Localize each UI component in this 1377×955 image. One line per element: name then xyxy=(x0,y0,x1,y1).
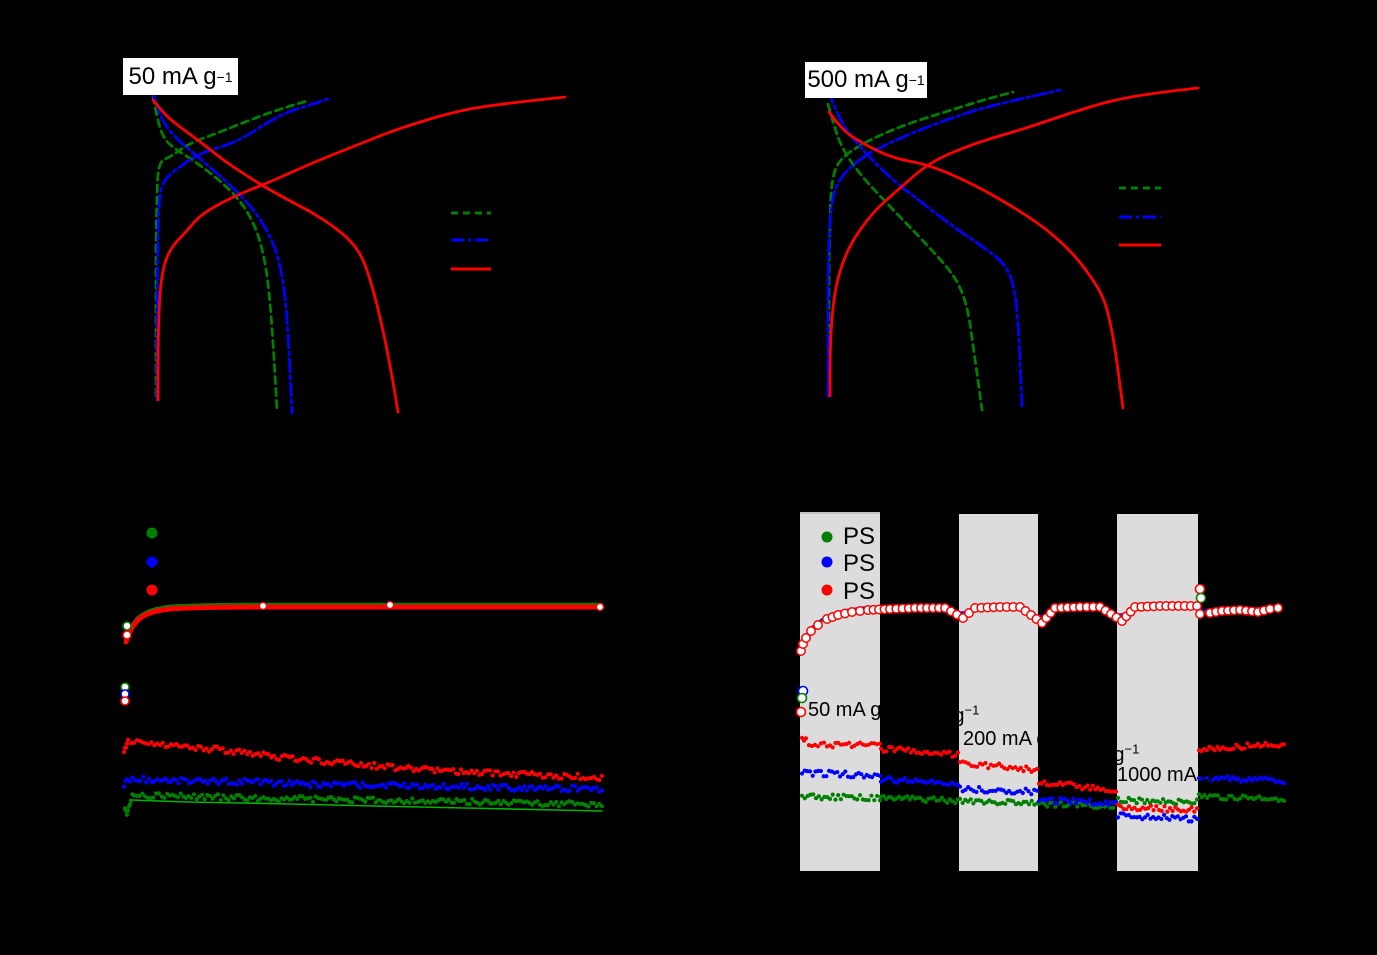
panel-top-left-legend xyxy=(451,211,491,271)
annotation-sup: −1 xyxy=(1047,725,1063,741)
rate-label-text: 500 mA g xyxy=(807,66,909,93)
panel-top-right-legend xyxy=(1119,186,1161,247)
annotation-rate-500: 500 mA g−1 xyxy=(1040,742,1139,766)
legend-label-blue: PS xyxy=(843,550,876,577)
bottom-left-legend-markers xyxy=(146,527,158,596)
annotation-rate-50: 50 mA g−1 xyxy=(808,697,896,721)
bottom-right-legend-markers xyxy=(821,531,833,596)
annotation-sup: −1 xyxy=(881,696,897,712)
legend-dot-green xyxy=(821,531,833,543)
annotation-text: 50 mA g xyxy=(808,699,882,721)
annotation-sup: −1 xyxy=(964,702,980,718)
annotation-text: 500 mA g xyxy=(1040,744,1125,766)
legend-dot-red xyxy=(821,584,833,596)
annotation-rate-100: 100 mA g−1 xyxy=(880,703,979,727)
legend-dot-blue xyxy=(821,556,833,568)
annotation-sup: −1 xyxy=(1212,761,1228,777)
panel-bottom-left xyxy=(120,600,605,817)
rate-label-text: 50 mA g xyxy=(128,62,217,90)
annotation-rate-1000: 1000 mA g−1 xyxy=(1117,762,1227,786)
rate-label-top-left: 50 mA g −1 xyxy=(123,58,238,95)
panel-top-right-curves xyxy=(826,86,1200,412)
legend-label-green: PS xyxy=(843,523,876,550)
annotation-text: 200 mA g xyxy=(963,728,1048,750)
efficiency-rings xyxy=(796,601,1283,656)
legend-label-red: PS xyxy=(843,578,876,605)
annotation-sup: −1 xyxy=(1124,741,1140,757)
rate-label-top-right: 500 mA g −1 xyxy=(805,62,927,98)
panel-top-left-curves xyxy=(151,92,567,415)
annotation-text: 100 mA g xyxy=(880,705,965,727)
annotation-rate-200: 200 mA g−1 xyxy=(963,726,1062,750)
annotation-text: 1000 mA g xyxy=(1117,764,1213,786)
